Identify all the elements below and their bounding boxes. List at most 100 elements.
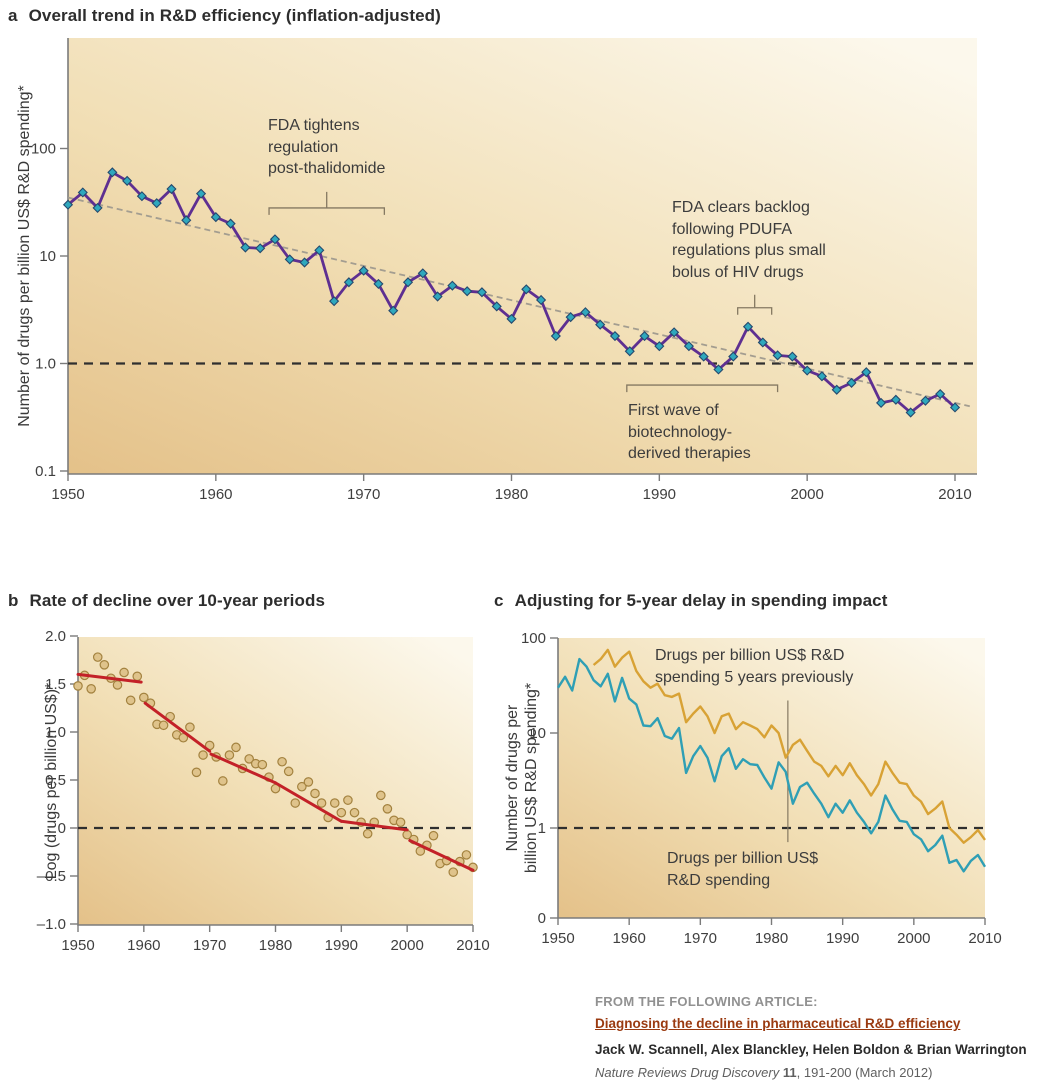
scatter-point: [139, 692, 149, 703]
data-point-diamond: [314, 245, 325, 256]
data-point-diamond: [876, 397, 887, 408]
data-point-diamond: [447, 280, 458, 291]
x-tick-label: 1960: [612, 930, 645, 947]
journal-reference: Nature Reviews Drug Discovery 11, 191-20…: [595, 1065, 1035, 1080]
panel-c-title-text: Adjusting for 5-year delay in spending i…: [514, 591, 888, 610]
scatter-point: [277, 756, 287, 767]
panel-a-plot-area: [68, 38, 977, 474]
x-tick-label: 1960: [127, 937, 160, 954]
y-tick-label: 10: [39, 248, 56, 265]
x-tick-label: 2010: [938, 486, 971, 503]
scatter-point: [362, 828, 373, 839]
y-tick-label: 0: [58, 820, 66, 837]
scatter-point: [132, 671, 143, 682]
data-point-diamond: [654, 341, 665, 352]
data-point-diamond: [565, 312, 576, 323]
data-point-diamond: [269, 234, 281, 245]
data-point-diamond: [757, 337, 768, 348]
data-point-diamond: [846, 377, 857, 388]
x-tick-label: 2010: [968, 930, 1001, 947]
y-tick-label: 2.0: [45, 628, 66, 645]
panel-b-plot-area: [78, 637, 473, 925]
y-tick-label: 0: [538, 910, 546, 927]
x-tick-label: 2010: [456, 937, 489, 954]
data-point-diamond: [107, 167, 118, 178]
decade-fit-segment: [408, 838, 475, 872]
article-citation: FROM THE FOLLOWING ARTICLE: Diagnosing t…: [595, 994, 1035, 1080]
annotation-bracket: [626, 384, 779, 393]
y-tick-label: 100: [31, 141, 56, 158]
data-point-diamond: [402, 277, 414, 288]
x-tick-label: 1990: [826, 930, 859, 947]
data-point-diamond: [210, 212, 221, 223]
panel-c-plot-area: [558, 638, 985, 918]
scatter-point: [86, 683, 96, 694]
y-tick-label: 1: [538, 820, 546, 837]
scatter-point: [185, 722, 195, 732]
scatter-point: [231, 742, 241, 753]
data-point-diamond: [624, 346, 635, 357]
scatter-point: [125, 695, 136, 706]
panel-b-title: b Rate of decline over 10-year periods: [8, 591, 325, 611]
data-point-diamond: [609, 330, 621, 342]
data-point-diamond: [521, 284, 532, 295]
data-point-diamond: [358, 265, 369, 276]
panel-a-title: a Overall trend in R&D efficiency (inflat…: [8, 6, 441, 26]
data-point-diamond: [136, 191, 147, 202]
data-point-diamond: [462, 286, 473, 297]
article-link[interactable]: Diagnosing the decline in pharmaceutical…: [595, 1016, 961, 1031]
x-tick-label: 1980: [755, 930, 788, 947]
data-point-diamond: [506, 313, 517, 324]
data-point-diamond: [476, 287, 488, 298]
scatter-point: [428, 830, 439, 841]
data-point-diamond: [683, 341, 694, 352]
scatter-point: [310, 788, 320, 799]
data-point-diamond: [787, 351, 798, 362]
y-tick-label: 1.5: [45, 676, 66, 693]
y-tick-label: 1.0: [45, 724, 66, 741]
data-point-diamond: [343, 277, 354, 288]
scatter-point: [283, 766, 294, 777]
data-point-diamond: [432, 291, 443, 302]
data-point-diamond: [299, 257, 310, 268]
x-tick-label: 2000: [897, 930, 930, 947]
decade-fit-segment: [339, 819, 409, 832]
scatter-point: [119, 667, 129, 678]
scatter-point: [395, 817, 406, 828]
scatter-point: [329, 798, 340, 808]
x-tick-label: 2000: [790, 486, 823, 503]
panel-a-letter: a: [8, 6, 18, 25]
scatter-point: [92, 652, 103, 662]
x-tick-label: 1980: [495, 486, 528, 503]
annotation-bracket: [268, 191, 386, 215]
data-point-diamond: [417, 268, 428, 279]
annotation-fda-clears-backlog: FDA clears backlog following PDUFA regul…: [672, 199, 826, 281]
scatter-point: [224, 750, 235, 760]
panel-c-current-spending-line: [556, 657, 987, 873]
scatter-point: [382, 803, 393, 814]
data-point-diamond: [284, 254, 295, 265]
x-tick-label: 1960: [199, 486, 232, 503]
x-tick-label: 1980: [259, 937, 292, 954]
annotation-fda-tightens: FDA tightens regulation post-thalidomide: [268, 117, 386, 177]
scatter-point: [316, 798, 327, 808]
panel-c-y-axis-label: Number of drugs per billion US$ R&D spen…: [504, 682, 540, 874]
data-point-diamond: [77, 187, 88, 198]
data-point-diamond: [861, 367, 872, 378]
x-tick-label: 1950: [541, 930, 574, 947]
data-point-diamond: [225, 218, 236, 229]
x-tick-label: 1950: [61, 937, 94, 954]
data-point-diamond: [772, 350, 783, 361]
y-tick-label: 100: [521, 630, 546, 647]
data-point-diamond: [728, 351, 739, 362]
scatter-point: [303, 777, 314, 787]
article-authors: Jack W. Scannell, Alex Blanckley, Helen …: [595, 1042, 1027, 1057]
x-tick-label: 1970: [347, 486, 380, 503]
y-tick-label: 10: [529, 725, 546, 742]
data-point-diamond: [713, 364, 724, 375]
data-point-diamond: [935, 388, 946, 400]
x-tick-label: 1970: [684, 930, 717, 947]
scatter-point: [191, 767, 202, 778]
